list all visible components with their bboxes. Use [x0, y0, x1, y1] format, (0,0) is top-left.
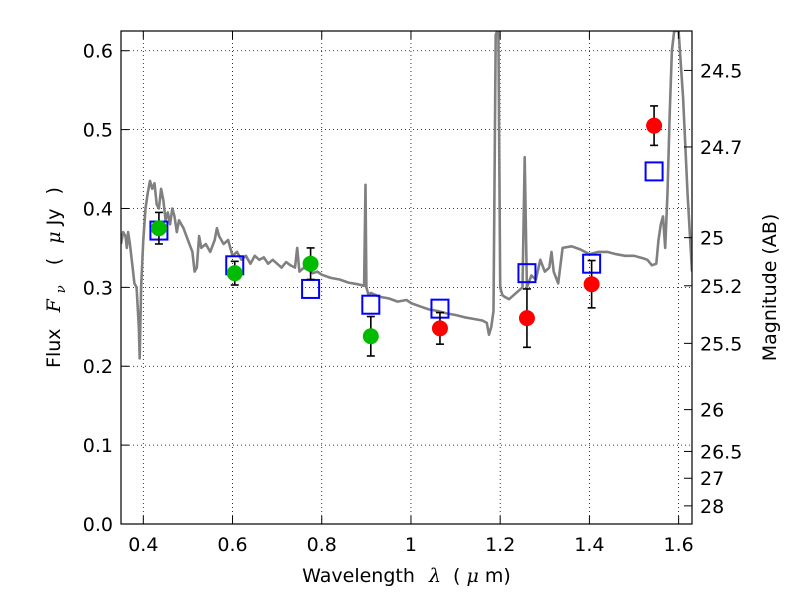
y-tick-label: 0.5 [83, 120, 113, 142]
data-circle-marker [226, 265, 243, 282]
y2-tick-label: 26 [700, 400, 724, 422]
x-tick-label: 1 [405, 534, 417, 556]
y2-tick-label: 25 [700, 228, 724, 250]
model-square-marker [644, 161, 664, 182]
x-tick-label: 0.8 [307, 534, 337, 556]
y2-tick-label: 24.7 [700, 137, 742, 159]
y-axis-title-nu: ν [54, 285, 69, 293]
x-axis-title-paren-open: ( [453, 565, 460, 587]
data-circle-marker [302, 255, 319, 272]
y-tick-label: 0.1 [83, 435, 113, 457]
spectrum-line [121, 31, 692, 360]
x-tick-label: 1.2 [485, 534, 515, 556]
model-square-marker [301, 278, 321, 299]
y-axis-title-unit: Jy [43, 209, 65, 227]
y2-tick-label: 24.5 [700, 60, 742, 82]
grid-layer [121, 31, 692, 525]
data-circle-marker [583, 276, 600, 293]
x-tick-label: 0.6 [217, 534, 247, 556]
x-tick-label: 1.4 [574, 534, 604, 556]
y-tick-label: 0.4 [83, 198, 113, 220]
model-square-marker [361, 294, 381, 315]
y-axis-title-mu: μ [43, 231, 65, 243]
y-tick-label: 0.0 [83, 514, 113, 536]
y-axis-title-F: F [43, 298, 65, 313]
y-tick-label: 0.2 [83, 356, 113, 378]
x-axis-title-part: Wavelength [302, 565, 415, 587]
x-axis-title-unit: m) [485, 565, 511, 587]
x-tick-label: 1.6 [664, 534, 694, 556]
x-axis-title-mu: μ [467, 565, 479, 587]
data-circle-marker [362, 328, 379, 345]
y2-axis-title: Magnitude (AB) [759, 214, 781, 362]
plot-frame [120, 30, 693, 525]
x-axis-title-lambda: λ [428, 565, 441, 587]
y2-tick-label: 27 [700, 468, 724, 490]
tick-layer: 0.4 0.6 0.8 1 1.2 1.4 1.6 0.0 0.1 0.2 0.3 0.4 0.5 0.6… [83, 31, 742, 556]
data-circle-marker [150, 220, 167, 237]
x-tick-label: 0.4 [128, 534, 158, 556]
data-circle-marker [518, 310, 535, 327]
y-axis-title-paren-open: ( [43, 258, 65, 265]
y-tick-label: 0.6 [83, 41, 113, 63]
y-axis-title-part: Flux [43, 328, 65, 368]
y-axis-title-paren-close: ) [43, 187, 65, 194]
y-axis-title: Flux F ν ( μ Jy ) [43, 187, 70, 368]
x-axis-title: Wavelength λ ( μ m) [302, 565, 511, 587]
data-circle-marker [646, 117, 663, 134]
model-square-marker [517, 263, 537, 284]
y2-tick-label: 26.5 [700, 441, 742, 463]
y-tick-label: 0.3 [83, 277, 113, 299]
y2-tick-label: 25.2 [700, 276, 742, 298]
plot-area [121, 31, 692, 360]
y2-tick-label: 25.5 [700, 333, 742, 355]
data-circle-marker [431, 320, 448, 337]
y2-tick-label: 28 [700, 496, 724, 518]
